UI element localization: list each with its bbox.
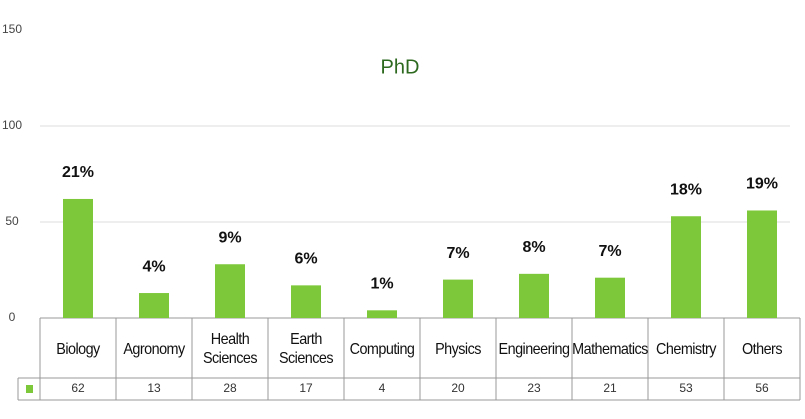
x-tick-label: Physics: [435, 340, 481, 358]
bar-annotation: 1%: [370, 276, 393, 293]
x-tick-label: Earth Sciences: [278, 331, 334, 367]
table-value: 62: [71, 381, 85, 395]
x-tick-label: Chemistry: [656, 340, 716, 358]
bar: [671, 216, 701, 318]
x-tick-label: Mathematics: [572, 340, 648, 358]
bar: [215, 264, 245, 318]
x-tick-label: Computing: [349, 340, 415, 358]
bar-annotation: 9%: [218, 229, 241, 246]
y-tick-label: 100: [2, 118, 22, 132]
bar-annotation: 19%: [746, 176, 778, 193]
bar: [367, 310, 397, 318]
chart-title: PhD: [381, 56, 420, 78]
y-tick-label: 50: [5, 214, 19, 228]
bar: [63, 198, 93, 318]
legend-key: [26, 385, 33, 393]
bar-annotation: 4%: [142, 258, 165, 275]
bar-annotation: 7%: [598, 243, 621, 260]
bar-annotation: 7%: [446, 245, 469, 262]
table-value: 28: [223, 381, 237, 395]
x-tick-label: Health Sciences: [202, 331, 258, 367]
table-value: 13: [147, 381, 161, 395]
bar: [139, 293, 169, 318]
bar: [443, 279, 473, 318]
table-value: 17: [299, 381, 313, 395]
bar-annotation: 18%: [670, 181, 702, 198]
bar-annotation: 6%: [294, 251, 317, 268]
table-value: 53: [679, 381, 693, 395]
bar: [747, 210, 777, 318]
bar-annotation: 21%: [62, 164, 94, 181]
bar: [291, 285, 321, 318]
x-tick-label: Others: [742, 340, 783, 358]
x-tick-label: Engineering: [498, 340, 570, 358]
bar: [595, 277, 625, 318]
bar: [519, 273, 549, 318]
table-value: 21: [603, 381, 617, 395]
table-value: 56: [755, 381, 769, 395]
y-tick-label: 0: [9, 310, 16, 324]
bar-annotation: 8%: [522, 239, 545, 256]
y-tick-label: 150: [2, 22, 22, 36]
x-tick-label: Biology: [56, 340, 100, 358]
table-value: 4: [379, 381, 386, 395]
table-value: 23: [527, 381, 541, 395]
x-tick-label: Agronomy: [123, 340, 185, 358]
table-value: 20: [451, 381, 465, 395]
